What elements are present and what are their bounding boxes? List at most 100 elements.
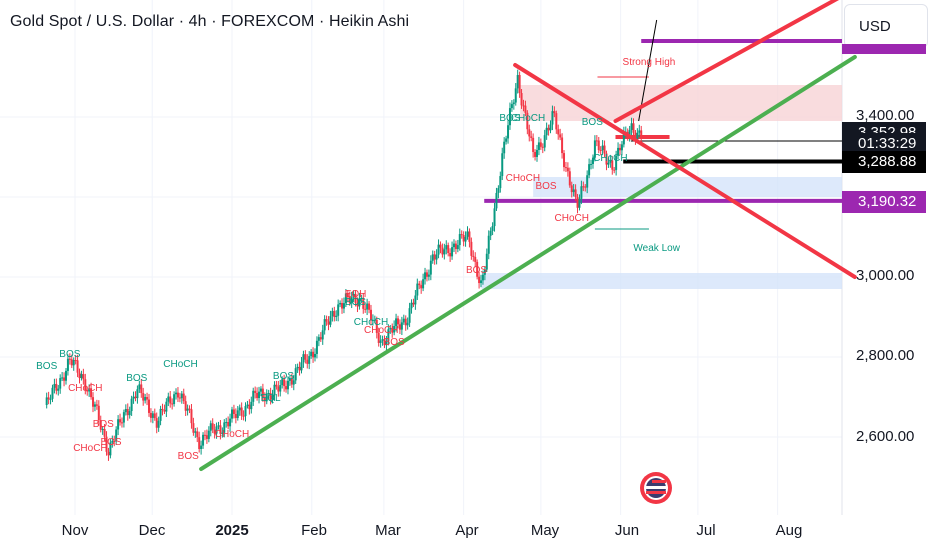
candle-body [165, 401, 168, 412]
candle-body [51, 387, 54, 399]
candle-body [414, 295, 417, 305]
candle-body [308, 356, 311, 364]
candle-body [584, 186, 587, 188]
candle-body [74, 360, 77, 362]
candle-body [383, 339, 386, 346]
candle-series [45, 69, 643, 461]
purple-upper-tag [842, 44, 926, 54]
candle-body [497, 188, 500, 193]
candle-body [532, 137, 535, 152]
candle-body [176, 392, 179, 398]
candle-body [393, 326, 396, 333]
y-tick-label: 2,600.00 [856, 428, 915, 445]
trendlines [199, 0, 857, 471]
candle-body [605, 153, 608, 165]
weak-low-label: Weak Low [633, 243, 680, 254]
candle-body [119, 419, 122, 423]
candle-body [557, 129, 560, 135]
candle-body [481, 274, 484, 281]
structure-label: BOS [36, 361, 57, 372]
chart-levels: Strong High Weak Low [484, 19, 842, 254]
candle-body [59, 378, 62, 389]
candle-body [169, 396, 172, 404]
candle-body [314, 353, 317, 358]
candle-body [364, 308, 367, 310]
candle-body [286, 380, 289, 390]
candle-body [543, 135, 546, 148]
candle-body [427, 274, 430, 277]
structure-label: CHoCH [555, 213, 589, 224]
candle-body [279, 385, 282, 392]
structure-label: BOS [384, 337, 405, 348]
chart-title: Gold Spot / U.S. Dollar · 4h · FOREXCOM … [10, 13, 410, 30]
y-tick-label: 3,000.00 [856, 267, 915, 284]
candle-body [256, 392, 259, 399]
candle-body [186, 408, 189, 411]
x-tick-label: Dec [138, 522, 166, 539]
candle-body [609, 160, 612, 163]
candle-body [55, 383, 58, 391]
candle-body [360, 297, 363, 299]
candle-body [283, 379, 286, 387]
candle-body [223, 422, 226, 433]
candle-body [290, 378, 293, 385]
candle-body [111, 440, 114, 443]
candle-body [464, 236, 467, 242]
candle-body [398, 324, 401, 330]
candle-body [155, 418, 158, 428]
candle-body [553, 111, 556, 114]
candle-body [607, 162, 610, 165]
candle-body [545, 127, 548, 136]
candle-body [636, 132, 639, 140]
candle-body [315, 340, 318, 354]
candle-body [66, 358, 69, 371]
candle-body [250, 401, 253, 410]
candle-body [441, 247, 444, 255]
candle-body [300, 362, 303, 371]
candle-body [495, 192, 498, 209]
candle-body [352, 293, 355, 298]
line-price-tag: 3,288.88 [842, 151, 926, 173]
candle-body [296, 366, 299, 369]
x-tick-label: Jun [614, 522, 640, 539]
candle-body [92, 397, 95, 407]
candle-body [561, 137, 564, 154]
candle-body [640, 130, 643, 139]
candle-body [420, 285, 423, 289]
candle-body [273, 384, 276, 396]
candle-body [476, 261, 479, 277]
currency-button[interactable]: USD [844, 4, 928, 48]
candle-body [588, 164, 591, 176]
candle-body [530, 136, 533, 138]
candle-body [101, 429, 104, 431]
candle-body [541, 146, 544, 148]
candle-body [252, 390, 255, 402]
candle-body [72, 360, 75, 366]
chart-grid [0, 0, 843, 515]
candle-body [161, 408, 164, 410]
candle-body [342, 303, 345, 309]
candle-body [429, 260, 432, 275]
candle-body [136, 389, 139, 399]
candle-body [499, 176, 502, 189]
y-tick-label: 3,400.00 [856, 107, 915, 124]
candle-body [124, 409, 127, 413]
candle-body [586, 175, 589, 188]
candle-body [449, 252, 452, 257]
candle-body [516, 75, 519, 89]
candle-body [537, 142, 540, 150]
candle-body [443, 249, 446, 255]
candle-body [335, 315, 338, 318]
candle-body [258, 391, 261, 399]
candle-body [632, 123, 635, 133]
candle-body [194, 431, 197, 433]
candle-body [416, 283, 419, 296]
candle-body [107, 451, 110, 456]
candle-body [576, 196, 579, 208]
candle-body [410, 302, 413, 309]
candle-body [157, 420, 160, 428]
structure-label: CHoCH [73, 443, 107, 454]
candle-body [271, 395, 274, 400]
candle-body [95, 404, 98, 406]
